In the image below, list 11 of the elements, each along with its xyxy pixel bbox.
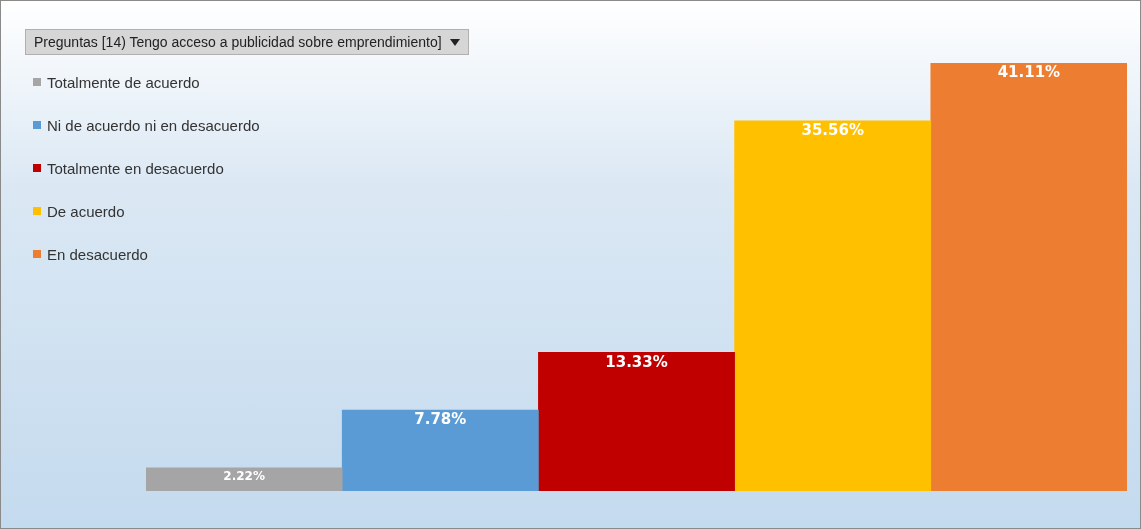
legend-label: Totalmente de acuerdo (47, 73, 200, 91)
legend-label: Totalmente en desacuerdo (47, 159, 224, 177)
data-label: 7.78% (414, 410, 467, 429)
data-label: 41.11% (997, 63, 1061, 82)
legend-label: De acuerdo (47, 202, 125, 220)
data-label: 13.33% (605, 352, 668, 371)
chart-title: Preguntas [14) Tengo acceso a publicidad sobre emprendimiento] (34, 34, 442, 50)
legend-label: Ni de acuerdo ni en desacuerdo (47, 116, 260, 134)
data-label: 2.22% (223, 469, 265, 484)
data-label: 35.56% (801, 121, 864, 140)
legend-label: En desacuerdo (47, 245, 148, 263)
